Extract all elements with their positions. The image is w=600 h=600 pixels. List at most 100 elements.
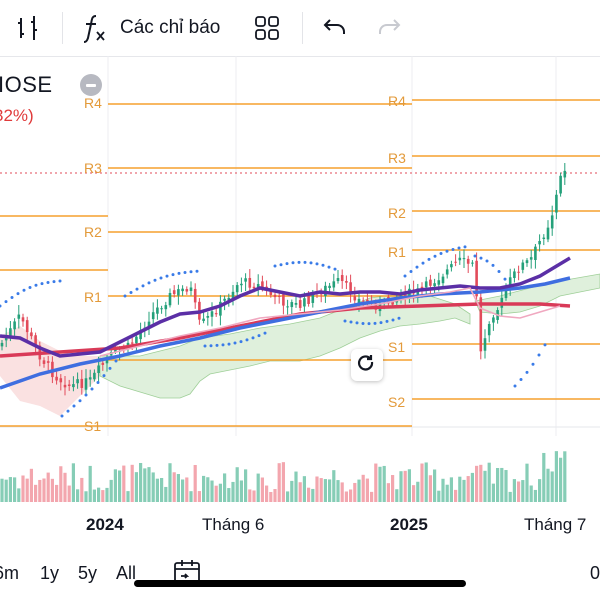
toolbar-separator (302, 12, 303, 44)
volume-bar (265, 485, 269, 502)
candle-body (466, 258, 470, 264)
sar-dot (367, 322, 371, 326)
range-all[interactable]: All (116, 563, 137, 583)
volume-bar (554, 451, 558, 502)
sar-dot (141, 284, 145, 288)
volume-bar (273, 489, 277, 502)
layout-grid-icon[interactable] (254, 16, 280, 45)
volume-bar (269, 491, 273, 502)
sar-dot (195, 269, 199, 273)
volume-bar (38, 479, 42, 502)
candle-body (72, 384, 75, 388)
volume-bar (458, 476, 462, 502)
volume-bar (357, 479, 361, 502)
volume-bar (105, 487, 109, 502)
volume-bar (466, 476, 470, 502)
volume-bar (517, 481, 521, 502)
candle-body (286, 306, 289, 308)
volume-bar (109, 479, 113, 502)
bar-style-icon[interactable] (14, 14, 42, 47)
collapse-legend-button[interactable] (80, 74, 102, 96)
candle-body (332, 281, 336, 288)
volume-bar (378, 466, 382, 502)
level-label: R2 (388, 205, 406, 221)
sar-dot (343, 319, 347, 323)
volume-bar (496, 468, 500, 502)
volume-bar (92, 489, 96, 502)
sar-dot (513, 384, 517, 388)
sar-dot (525, 370, 529, 374)
sar-dot (297, 260, 301, 264)
function-icon[interactable] (82, 12, 112, 49)
volume-bar (361, 474, 365, 502)
reload-icon (358, 355, 374, 371)
volume-bar (462, 479, 466, 502)
sar-dot (491, 263, 495, 267)
sar-dot (279, 263, 283, 267)
candle-body (214, 313, 218, 315)
sar-dot (285, 262, 289, 266)
volume-bar (25, 478, 29, 502)
volume-bar (433, 469, 437, 502)
volume-bar (349, 489, 353, 502)
volume-bar (50, 478, 54, 502)
volume-layer (0, 451, 567, 502)
reset-chart-button[interactable] (351, 349, 383, 381)
indicators-label[interactable]: Các chỉ báo (120, 17, 221, 38)
undo-icon[interactable] (322, 16, 348, 45)
redo-icon (376, 16, 402, 45)
range-selector: 6m 1y 5y All 0 (0, 556, 600, 600)
volume-bar (134, 472, 138, 502)
sar-dot (233, 341, 237, 345)
sar-dot (315, 262, 319, 266)
volume-bar (302, 476, 306, 502)
level-label: R1 (84, 289, 102, 305)
volume-bar (370, 491, 374, 502)
volume-bar (512, 479, 516, 502)
volume-bar (529, 485, 533, 502)
volume-bar (126, 491, 130, 502)
volume-bar (521, 480, 525, 502)
volume-bar (176, 474, 180, 502)
range-5y[interactable]: 5y (78, 563, 98, 583)
volume-bar (189, 491, 193, 502)
volume-bar (546, 468, 550, 502)
time-axis-label: Tháng 7 (524, 515, 587, 534)
candle-body (231, 291, 235, 301)
sar-dot (153, 278, 157, 282)
ma-mid-line (0, 276, 571, 390)
level-label: R4 (84, 95, 102, 111)
candle-body (391, 300, 394, 305)
volume-bar (487, 462, 491, 502)
candle-body (244, 278, 247, 282)
candle-body (151, 312, 155, 320)
candle-body (546, 227, 550, 240)
candle-body (261, 281, 264, 289)
candle-body (219, 301, 222, 316)
sar-dot (96, 380, 100, 384)
price-chart[interactable]: R4 R3 R2 R1 S1 R4 R3 R2 R1 S1 S2 (0, 56, 600, 556)
volume-bar (101, 490, 105, 502)
candle-body (479, 297, 483, 352)
candle-body (156, 307, 159, 314)
candle-body (256, 284, 260, 288)
volume-bar (353, 482, 357, 502)
candle-body (181, 288, 184, 292)
range-6m[interactable]: 6m (0, 563, 20, 583)
level-label: R3 (84, 160, 102, 176)
range-1y[interactable]: 1y (40, 563, 60, 583)
volume-bar (307, 487, 311, 502)
volume-bar (399, 471, 403, 502)
sar-dot (147, 281, 151, 285)
volume-bar (239, 480, 243, 502)
candle-body (450, 264, 453, 268)
volume-bar (160, 477, 164, 502)
candle-body (542, 237, 546, 239)
volume-bar (395, 489, 399, 502)
candle-body (269, 290, 273, 295)
sar-dot (427, 257, 431, 261)
candle-body (424, 281, 428, 288)
volume-bar (470, 472, 474, 502)
sar-dot (123, 294, 127, 298)
candle-body (277, 295, 281, 297)
